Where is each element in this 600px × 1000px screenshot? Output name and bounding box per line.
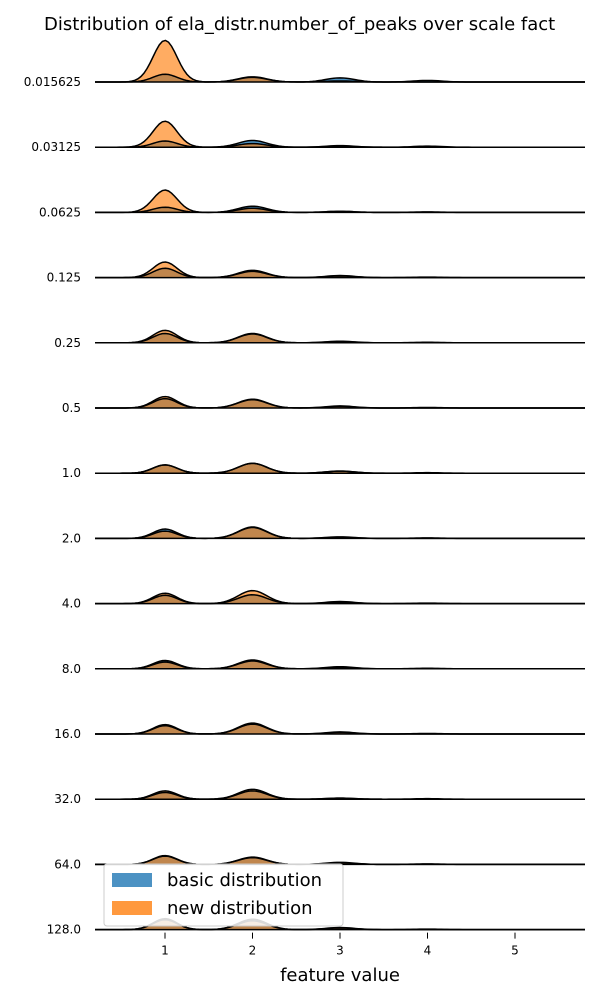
new-density-area	[95, 121, 585, 148]
y-tick-label: 0.0625	[39, 205, 81, 219]
legend-swatch-new	[112, 901, 152, 915]
ridge-row-4.0	[95, 589, 585, 605]
ridge-row-0.25	[95, 329, 585, 344]
chart-title: Distribution of ela_distr.number_of_peak…	[44, 14, 555, 35]
ridge-row-0.5	[95, 395, 585, 409]
x-axis: 1 2 3 4 5	[161, 932, 519, 958]
new-density-area	[95, 40, 585, 82]
legend-label-basic: basic distribution	[167, 870, 322, 891]
ridge-row-1.0	[95, 462, 585, 474]
ridge-row-0.0625	[95, 189, 585, 214]
legend: basic distribution new distribution	[103, 863, 344, 927]
y-tick-label: 16.0	[54, 727, 81, 741]
y-tick-label: 4.0	[62, 597, 81, 611]
y-tick-label: 0.25	[54, 336, 81, 350]
ridge-row-32.0	[95, 788, 585, 800]
y-tick-label: 0.125	[47, 271, 81, 285]
ridge-row-2.0	[95, 526, 585, 540]
ridge-row-64.0	[95, 854, 585, 866]
x-tick-label: 1	[161, 944, 169, 958]
ridge-row-0.125	[95, 261, 585, 279]
y-tick-label: 1.0	[62, 466, 81, 480]
y-tick-label: 64.0	[54, 857, 81, 871]
legend-label-new: new distribution	[167, 898, 313, 919]
new-density-area	[95, 396, 585, 408]
ridges-group	[95, 39, 585, 931]
ridge-row-8.0	[95, 659, 585, 670]
y-tick-label: 32.0	[54, 792, 81, 806]
new-density-area	[95, 190, 585, 213]
y-tick-label: 0.015625	[24, 75, 81, 89]
y-tick-label: 2.0	[62, 531, 81, 545]
new-density-area	[95, 918, 585, 930]
legend-frame	[103, 863, 344, 927]
x-tick-label: 3	[336, 944, 344, 958]
y-tick-label: 0.03125	[31, 140, 81, 154]
x-tick-label: 5	[511, 944, 519, 958]
ridge-row-0.015625	[95, 39, 585, 83]
x-axis-label: feature value	[280, 965, 400, 986]
y-tick-label: 128.0	[47, 923, 81, 937]
ridge-row-0.03125	[95, 120, 585, 148]
legend-swatch-basic	[112, 873, 152, 887]
x-tick-label: 4	[424, 944, 432, 958]
x-tick-label: 2	[249, 944, 257, 958]
y-tick-labels: 0.015625 0.03125 0.0625 0.125 0.25 0.5 1.0 2.0 4…	[24, 75, 81, 937]
y-tick-label: 0.5	[62, 401, 81, 415]
y-tick-label: 8.0	[62, 662, 81, 676]
ridge-row-16.0	[95, 722, 585, 735]
